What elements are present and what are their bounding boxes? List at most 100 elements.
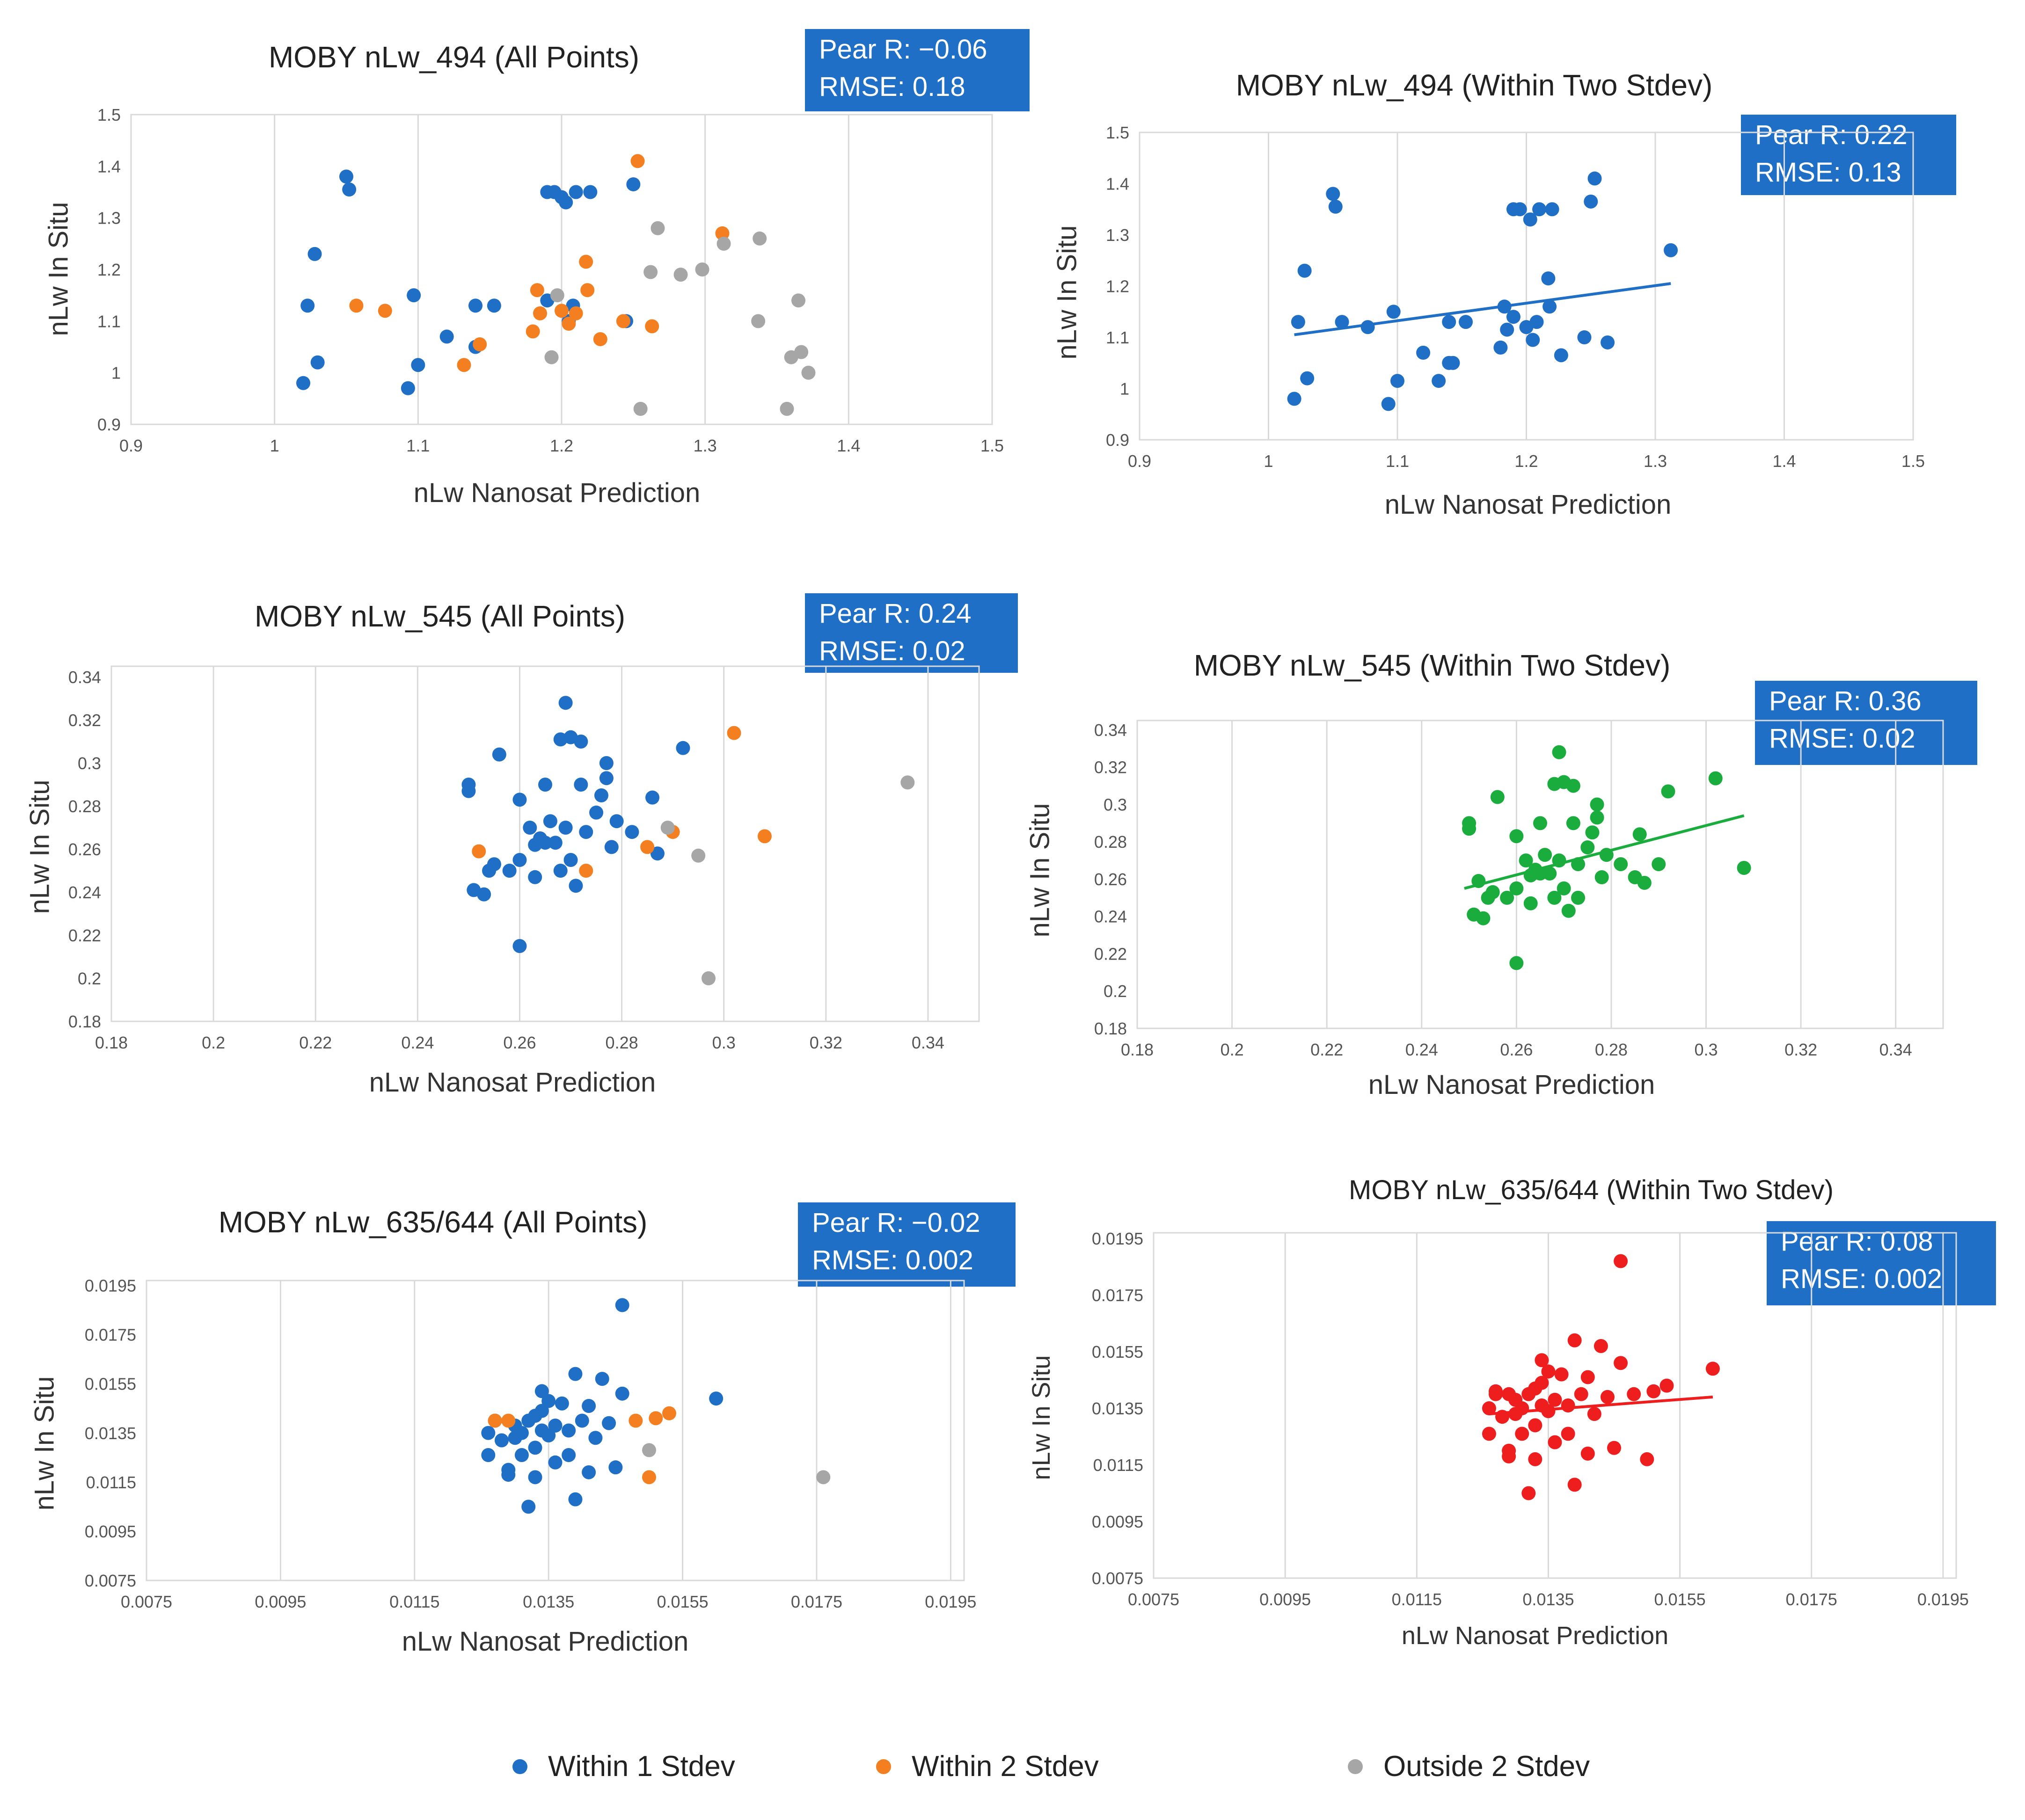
x-axis-label: nLw Nanosat Prediction [369, 1067, 656, 1098]
legend-marker-within-1 [512, 1759, 527, 1774]
data-point [1566, 779, 1580, 793]
legend-item-outside-2: Outside 2 Stdev [1348, 1750, 1590, 1783]
data-point [1614, 1254, 1628, 1268]
y-tick-label: 0.0135 [1092, 1399, 1143, 1418]
data-point [528, 870, 542, 884]
rmse: RMSE: 0.002 [812, 1245, 973, 1275]
trendline [1294, 282, 1671, 336]
data-point [1661, 784, 1675, 799]
data-point [709, 1391, 724, 1406]
stats-box: Pear R: 0.24 RMSE: 0.02 [805, 593, 1018, 673]
data-point [1390, 374, 1404, 388]
data-point [801, 365, 816, 380]
chart-title: MOBY nLw_494 (Within Two Stdev) [1235, 68, 1713, 102]
y-tick-label: 1 [1120, 379, 1129, 399]
x-tick-label: 0.0115 [1392, 1590, 1442, 1609]
x-tick-label: 1.3 [694, 436, 717, 455]
x-tick-label: 0.3 [1695, 1040, 1718, 1059]
chart-494-within-two: MOBY nLw_494 (Within Two Stdev) Pear R: … [1039, 0, 2022, 552]
data-point [1386, 305, 1401, 319]
data-point [594, 788, 608, 802]
y-tick-label: 1.5 [1106, 123, 1129, 142]
chart-494-all: MOBY nLw_494 (All Points) Pear R: −0.06 … [0, 0, 1030, 552]
data-point [1561, 1427, 1575, 1441]
y-tick-label: 0.28 [1094, 832, 1127, 852]
legend-marker-within-2 [876, 1759, 891, 1774]
scatter-plot: 0.9 1 1.1 1.2 1.3 1.4 1.5 0.9 1 1.1 1.2 1.3 1.4 1.5 [1106, 123, 1925, 471]
data-point [630, 154, 645, 168]
data-point [794, 345, 809, 359]
data-point [1538, 848, 1552, 862]
data-point [1442, 315, 1456, 329]
data-point [701, 971, 716, 985]
data-point [651, 221, 665, 235]
y-tick-label: 1.3 [97, 209, 121, 228]
data-point [1587, 171, 1602, 186]
data-point [487, 298, 501, 313]
data-point [1541, 1404, 1556, 1419]
data-point [1574, 1387, 1588, 1401]
data-point [1708, 771, 1723, 786]
data-point [626, 177, 641, 191]
x-tick-label: 0.0155 [1654, 1590, 1706, 1609]
y-tick-label: 0.2 [1104, 982, 1127, 1001]
data-point [1580, 840, 1595, 855]
x-tick-label: 0.2 [1221, 1040, 1244, 1059]
data-point [1509, 829, 1524, 844]
x-tick-label: 0.34 [1879, 1040, 1912, 1059]
data-point [816, 1470, 831, 1485]
y-tick-label: 0.24 [1094, 907, 1127, 926]
data-point [602, 1416, 616, 1430]
data-point [1587, 1407, 1601, 1421]
data-point [538, 836, 552, 850]
data-point [716, 236, 731, 251]
data-point [523, 821, 537, 835]
data-point [599, 756, 614, 770]
data-point [1432, 374, 1446, 388]
data-point [1360, 320, 1375, 335]
y-tick-label: 1.2 [97, 260, 121, 279]
data-point [1561, 903, 1576, 918]
x-tick-label: 1.1 [406, 436, 430, 455]
data-point [691, 848, 706, 863]
data-point [543, 814, 557, 829]
data-point [695, 262, 709, 277]
data-point [900, 775, 915, 790]
data-point [488, 1413, 502, 1428]
data-point [629, 1413, 643, 1428]
data-point [1528, 1418, 1543, 1433]
data-point [1328, 199, 1343, 214]
data-point [1600, 1390, 1615, 1404]
data-point [310, 355, 325, 370]
y-tick-label: 0.0195 [85, 1276, 136, 1296]
data-point [649, 1411, 663, 1426]
data-point [339, 169, 353, 184]
data-point [1335, 315, 1349, 329]
data-point [1509, 881, 1524, 895]
y-axis-label: nLw In Situ [1024, 803, 1055, 938]
data-point [541, 1428, 556, 1443]
data-point [1532, 202, 1547, 217]
y-tick-label: 0.2 [78, 969, 101, 988]
y-tick-label: 0.18 [68, 1012, 101, 1031]
data-point [1548, 1435, 1562, 1449]
data-point [1571, 890, 1586, 905]
x-tick-label: 0.34 [912, 1033, 944, 1052]
data-point [1541, 271, 1556, 286]
data-point [558, 696, 573, 710]
data-point [650, 846, 665, 861]
scatter-plot: 0.0075 0.0095 0.0115 0.0135 0.0155 0.0175 0.01… [85, 1276, 977, 1611]
data-point [401, 381, 415, 395]
y-tick-label: 0.0115 [86, 1473, 136, 1492]
data-point [1614, 1356, 1628, 1370]
data-point [562, 1448, 576, 1463]
data-point [574, 735, 588, 749]
data-point [1614, 857, 1628, 872]
data-point [640, 840, 655, 854]
data-point [583, 185, 598, 199]
plot-frame [1136, 720, 1944, 1029]
data-point [1567, 1478, 1582, 1492]
data-point [599, 771, 614, 786]
data-point [757, 829, 772, 844]
x-tick-label: 0.22 [1310, 1040, 1343, 1059]
